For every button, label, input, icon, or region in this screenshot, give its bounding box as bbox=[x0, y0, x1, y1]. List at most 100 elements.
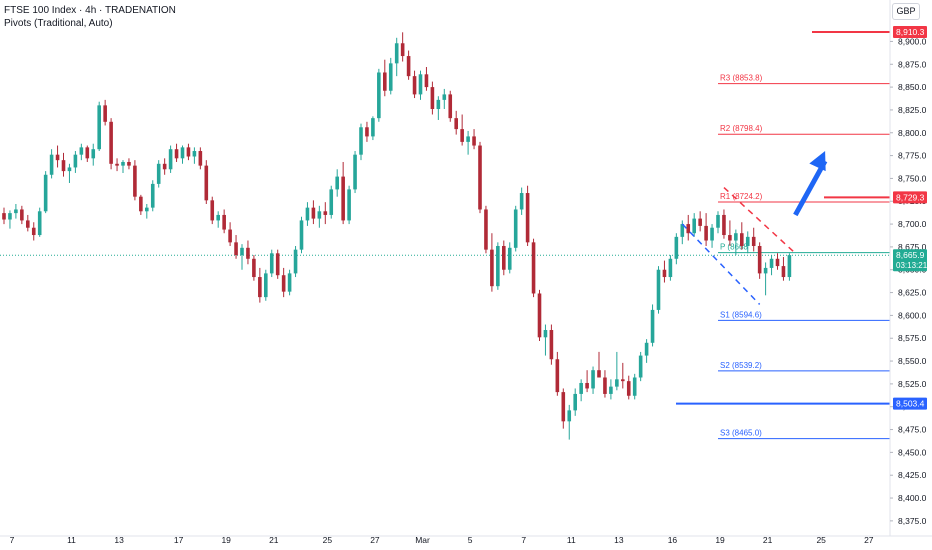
candle-body bbox=[698, 218, 702, 226]
price-tick-label: 8,825.0 bbox=[898, 105, 927, 115]
candle bbox=[412, 70, 417, 99]
candle bbox=[668, 255, 673, 281]
candle bbox=[585, 370, 589, 393]
candle-body bbox=[478, 145, 482, 210]
time-axis[interactable]: 7 11 13 17 19 21 25 27 Mar 5 7 11 13 16 19 21 25 27 bbox=[0, 535, 932, 545]
candle bbox=[763, 262, 768, 296]
candle-body bbox=[180, 147, 185, 159]
time-tick-label: 25 bbox=[323, 535, 333, 545]
candle-body bbox=[722, 214, 726, 236]
candle bbox=[650, 304, 655, 347]
candle bbox=[448, 90, 453, 122]
candle-body bbox=[234, 242, 238, 256]
candle bbox=[644, 339, 649, 363]
candle-body bbox=[109, 121, 113, 164]
candle-body bbox=[412, 76, 417, 95]
candle bbox=[55, 145, 60, 168]
price-tick-label: 8,525.0 bbox=[898, 379, 927, 389]
candle-body bbox=[502, 245, 506, 270]
candle bbox=[8, 210, 12, 229]
candle bbox=[531, 238, 536, 298]
candle-body bbox=[543, 330, 548, 338]
candle bbox=[555, 351, 560, 396]
pivot-label-r2: R2 (8798.4) bbox=[720, 124, 763, 133]
key-level-1-tag bbox=[893, 191, 927, 204]
candle-body bbox=[97, 105, 101, 150]
candle-body bbox=[49, 154, 54, 175]
candle bbox=[43, 171, 48, 214]
candle bbox=[145, 203, 149, 219]
time-tick-label: 13 bbox=[614, 535, 624, 545]
candle bbox=[156, 160, 161, 188]
candle bbox=[567, 404, 572, 440]
pivot-label-r1: R1 (8724.2) bbox=[720, 192, 763, 201]
price-tick-label: 8,575.0 bbox=[898, 333, 927, 343]
candle-body bbox=[353, 154, 357, 190]
candle-body bbox=[91, 149, 96, 159]
candle bbox=[430, 81, 435, 115]
candle-body bbox=[365, 127, 369, 137]
candle-body bbox=[127, 161, 131, 166]
candle-body bbox=[513, 209, 518, 248]
candle-body bbox=[621, 379, 625, 382]
candle bbox=[323, 202, 328, 225]
drawings[interactable] bbox=[681, 151, 828, 305]
candle-body bbox=[359, 127, 363, 155]
time-tick-label: 25 bbox=[816, 535, 826, 545]
candle bbox=[698, 211, 702, 232]
candle-body bbox=[769, 258, 774, 268]
price-tick-label: 8,675.0 bbox=[898, 242, 927, 252]
candle bbox=[97, 101, 101, 152]
candle bbox=[692, 213, 696, 237]
candle-body bbox=[85, 147, 90, 159]
candles bbox=[2, 32, 792, 440]
candle-body bbox=[430, 87, 435, 110]
time-tick-label: 7 bbox=[10, 535, 15, 545]
candle-body bbox=[293, 249, 298, 274]
pivot-levels: R3 (8853.8) R2 (8798.4) R1 (8724.2) P (8668… bbox=[718, 74, 890, 440]
candle bbox=[109, 118, 113, 170]
price-tick-label: 8,800.0 bbox=[898, 128, 927, 138]
candle bbox=[14, 203, 18, 219]
candle bbox=[311, 200, 316, 225]
candle bbox=[418, 70, 423, 100]
candle-body bbox=[323, 211, 328, 215]
candle bbox=[656, 266, 661, 314]
candle-body bbox=[740, 233, 744, 246]
candle-body bbox=[674, 236, 679, 259]
candle bbox=[615, 351, 619, 391]
candle-body bbox=[394, 43, 399, 64]
candle bbox=[680, 220, 685, 245]
price-tick-label: 8,850.0 bbox=[898, 82, 927, 92]
candle-body bbox=[573, 393, 577, 411]
candle bbox=[442, 88, 447, 110]
candle bbox=[686, 214, 691, 241]
candle-body bbox=[311, 207, 316, 219]
currency-button[interactable]: GBP bbox=[892, 3, 920, 20]
price-tick-label: 8,425.0 bbox=[898, 470, 927, 480]
candle bbox=[597, 351, 601, 378]
time-tick-label: 21 bbox=[269, 535, 279, 545]
candle bbox=[710, 224, 714, 248]
candle bbox=[347, 185, 351, 225]
trendline-support bbox=[681, 223, 761, 305]
price-axis[interactable]: 8,375.08,400.08,425.08,450.08,475.08,500… bbox=[889, 0, 927, 536]
candle-body bbox=[609, 386, 613, 394]
price-tick-label: 8,400.0 bbox=[898, 493, 927, 503]
time-tick-label: 17 bbox=[174, 535, 184, 545]
chart-title: FTSE 100 Index · 4h · TRADENATION bbox=[4, 5, 176, 16]
candle-body bbox=[388, 63, 393, 91]
candle-body bbox=[662, 269, 667, 278]
candle bbox=[466, 130, 470, 155]
candle-body bbox=[745, 236, 750, 246]
price-tick-label: 8,375.0 bbox=[898, 516, 927, 526]
candle bbox=[424, 67, 429, 91]
candle bbox=[484, 205, 488, 254]
candle-body bbox=[216, 214, 220, 221]
key-level-0-tag-label: 8,910.3 bbox=[896, 27, 925, 37]
candle-body bbox=[26, 220, 30, 228]
candle bbox=[716, 211, 720, 234]
candle-body bbox=[531, 242, 536, 294]
candle-body bbox=[460, 129, 464, 142]
